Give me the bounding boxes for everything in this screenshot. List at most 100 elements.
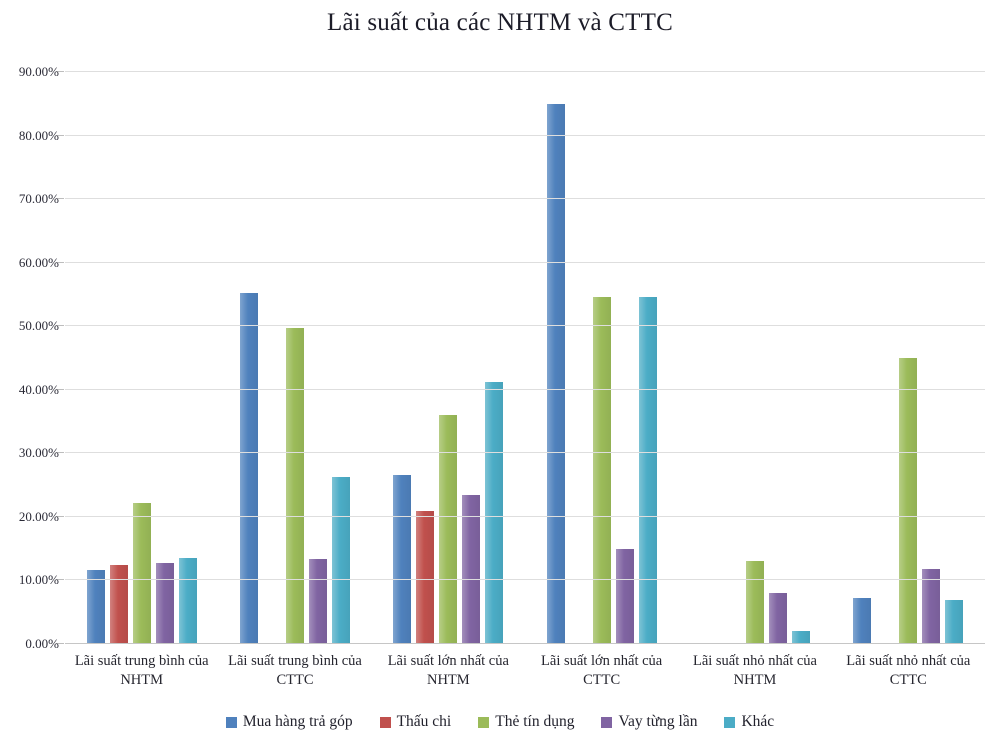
y-axis-tick: [56, 325, 64, 327]
y-axis-tick-label: 50.00%: [18, 318, 59, 334]
bar-group: [525, 72, 678, 644]
x-axis-category-label: Lãi suất trung bình của CTTC: [228, 653, 362, 688]
bar: [768, 593, 787, 644]
bar-group: [65, 72, 218, 644]
bar: [109, 564, 128, 644]
legend-swatch: [724, 716, 736, 728]
bar-groups: [65, 72, 985, 644]
x-axis-category-label: Lãi suất nhỏ nhất của NHTM: [692, 653, 817, 688]
bar-slot: [178, 557, 197, 644]
bar-slot: [853, 597, 872, 644]
y-axis-tick: [56, 198, 64, 200]
x-axis-category-label: Lãi suất trung bình của NHTM: [74, 653, 209, 688]
y-axis-tick-label: 40.00%: [18, 381, 59, 397]
legend-item: Vay từng lần: [601, 713, 697, 731]
bar-slot: [791, 631, 810, 644]
legend-label: Thấu chi: [396, 713, 452, 730]
y-axis-tick-label: 70.00%: [18, 191, 59, 207]
legend-item: Mua hàng trả góp: [225, 713, 353, 731]
legend-label: Vay từng lần: [618, 713, 698, 730]
bar: [331, 476, 350, 644]
bar: [945, 599, 964, 644]
bar: [416, 510, 435, 644]
y-axis-tick: [56, 579, 64, 581]
gridline: [65, 71, 985, 72]
bar: [638, 297, 657, 644]
y-axis-tick-label: 10.00%: [18, 572, 59, 588]
bar: [285, 327, 304, 644]
legend-swatch: [379, 716, 391, 728]
legend-swatch: [478, 716, 490, 728]
y-axis-tick-label: 30.00%: [18, 445, 59, 461]
y-axis-tick-label: 20.00%: [18, 508, 59, 524]
bar-slot: [592, 297, 611, 644]
bar-slot: [239, 292, 258, 644]
gridline: [65, 388, 985, 390]
bar-slot: [308, 559, 327, 644]
x-axis-category-label: Lãi suất lớn nhất của CTTC: [541, 653, 663, 688]
bar-group: [678, 72, 831, 644]
bar-slot: [462, 495, 481, 644]
bar-slot: [922, 569, 941, 644]
bar-slot: [768, 593, 787, 644]
y-axis-tick: [56, 134, 64, 136]
bar-group: [832, 72, 985, 644]
bar-slot: [899, 358, 918, 644]
chart-title: Lãi suất của các NHTM và CTTC: [327, 9, 673, 36]
bar: [853, 597, 872, 644]
bar: [462, 495, 481, 644]
bar: [239, 292, 258, 644]
y-axis-tick: [56, 261, 64, 263]
legend-swatch: [601, 716, 613, 728]
y-axis-tick-label: 0.00%: [25, 636, 59, 651]
bar-slot: [393, 474, 412, 644]
bar: [922, 569, 941, 644]
bar: [592, 297, 611, 644]
x-axis-category-label: Lãi suất nhỏ nhất của CTTC: [846, 653, 971, 688]
bar: [745, 561, 764, 644]
bar-slot: [638, 297, 657, 644]
bar-slot: [615, 548, 634, 644]
bar-slot: [416, 510, 435, 644]
bar: [791, 631, 810, 644]
bar-slot: [285, 327, 304, 644]
bar-slot: [546, 103, 565, 644]
y-axis-tick: [56, 71, 64, 72]
bar-group: [218, 72, 371, 644]
gridline: [65, 261, 985, 263]
plot-area: 0.00% 10.00% 20.00% 30.00% 40.00% 50.00% 60.00…: [19, 64, 985, 651]
gridline: [65, 452, 985, 454]
bar-group: [372, 72, 525, 644]
y-axis-tick-label: 80.00%: [18, 127, 59, 143]
gridline: [65, 579, 985, 581]
bar: [485, 382, 504, 644]
legend-swatch: [225, 716, 237, 728]
bar: [86, 570, 105, 644]
bar: [155, 562, 174, 644]
y-axis-tick-label: 90.00%: [18, 64, 59, 79]
bar-slot: [109, 564, 128, 644]
bar: [615, 548, 634, 644]
y-axis-tick: [56, 388, 64, 390]
legend: Mua hàng trả góp Thấu chi Thẻ tín dụng Vay …: [0, 713, 1000, 731]
bar: [308, 559, 327, 644]
y-axis-tick: [56, 515, 64, 517]
bar: [132, 502, 151, 644]
bar-slot: [155, 562, 174, 644]
x-axis-line: [65, 643, 985, 644]
x-axis-category-label: Lãi suất lớn nhất của NHTM: [387, 653, 509, 688]
bar-slot: [439, 415, 458, 644]
x-axis-category-labels: Lãi suất trung bình của NHTM Lãi suất trun…: [65, 652, 985, 690]
bar: [178, 557, 197, 644]
gridline: [65, 325, 985, 327]
bar: [439, 415, 458, 644]
bar-slot: [745, 561, 764, 644]
legend-item: Khác: [724, 713, 774, 731]
legend-label: Thẻ tín dụng: [495, 713, 575, 730]
legend-item: Thấu chi: [379, 713, 452, 731]
legend-label: Mua hàng trả góp: [242, 713, 353, 730]
legend-label: Khác: [741, 713, 775, 730]
bar-slot: [86, 570, 105, 644]
gridline: [65, 134, 985, 136]
